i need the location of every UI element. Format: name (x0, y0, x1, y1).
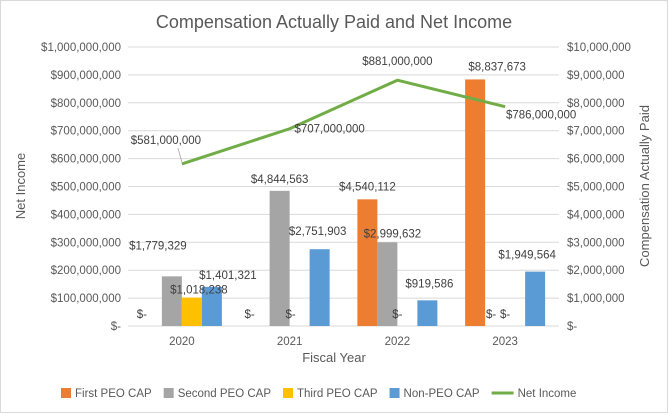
legend-label: Net Income (518, 388, 577, 400)
left-tick-label: $700,000,000 (51, 126, 121, 138)
right-axis-title: Compensation Actually Paid (637, 105, 652, 267)
net-income-label: $581,000,000 (131, 135, 201, 147)
net-income-line-layer (181, 78, 506, 166)
right-tick-label: $1,000,000 (567, 293, 625, 305)
data-labels: $- $- $4,540,112 $8,837,673 $1,779,329 $4,844… (129, 56, 576, 321)
legend-swatch (283, 388, 294, 398)
bar-non-peo-cap-2020 (201, 286, 222, 326)
data-label: $1,949,564 (498, 250, 556, 262)
left-tick-label: $100,000,000 (51, 293, 121, 305)
data-label: $- (245, 309, 255, 321)
legend-label: First PEO CAP (75, 388, 152, 400)
right-tick-label: $2,000,000 (567, 265, 625, 277)
legend-label: Third PEO CAP (297, 388, 378, 400)
right-tick-label: $10,000,000 (567, 42, 631, 54)
bar-non-peo-cap-2021 (309, 249, 330, 326)
left-tick-label: $900,000,000 (51, 70, 121, 82)
right-tick-label: $4,000,000 (567, 209, 625, 221)
x-tick-label: 2023 (492, 336, 518, 348)
left-tick-label: $800,000,000 (51, 98, 121, 110)
right-tick-label: $7,000,000 (567, 126, 625, 138)
bar-first-peo-cap-2022 (357, 199, 378, 326)
data-label: $- (486, 309, 496, 321)
bars (161, 79, 546, 326)
right-tick-label: $3,000,000 (567, 237, 625, 249)
net-income-label: $707,000,000 (294, 124, 364, 136)
right-tick-label: $9,000,000 (567, 70, 625, 82)
x-tick-label: 2020 (169, 336, 195, 348)
data-label: $4,540,112 (339, 181, 396, 193)
net-income-label: $881,000,000 (362, 56, 432, 68)
right-tick-label: $8,000,000 (567, 98, 625, 110)
left-tick-label: $300,000,000 (51, 237, 121, 249)
left-tick-label: $600,000,000 (51, 154, 121, 166)
legend-swatch (61, 388, 71, 398)
leader-line (177, 147, 183, 163)
data-label: $- (286, 309, 296, 321)
data-label: $1,018,238 (170, 285, 228, 297)
data-label: $- (392, 309, 402, 321)
legend: First PEO CAP Second PEO CAP Third PEO CAP… (61, 388, 576, 400)
data-label: $1,401,321 (199, 270, 257, 282)
bar-non-peo-cap-2023 (525, 271, 546, 326)
x-tick-label: 2022 (385, 336, 411, 348)
left-axis-title: Net Income (13, 153, 28, 219)
right-tick-label: $- (567, 321, 577, 333)
data-label: $919,586 (405, 278, 453, 290)
bar-third-peo-cap-2020 (181, 297, 202, 326)
net-income-label: $786,000,000 (506, 110, 576, 122)
data-label: $2,999,632 (364, 228, 422, 240)
data-label: $1,779,329 (129, 240, 187, 252)
data-label: $- (137, 309, 147, 321)
left-tick-label: $500,000,000 (51, 182, 121, 194)
bar-non-peo-cap-2022 (417, 300, 438, 326)
x-tick-label: 2021 (277, 336, 303, 348)
chart-title: Compensation Actually Paid and Net Incom… (156, 12, 512, 32)
axes: $- $- $100,000,000 $1,000,000 $200,000,000 $2… (41, 42, 631, 348)
bar-second-peo-cap-2020 (161, 276, 182, 326)
data-label: $8,837,673 (468, 61, 526, 73)
data-label: $- (500, 309, 510, 321)
legend-swatch (389, 388, 400, 398)
left-tick-label: $200,000,000 (51, 265, 121, 277)
net-income-line (181, 78, 506, 166)
data-label: $4,844,563 (251, 174, 309, 186)
left-tick-label: $1,000,000,000 (41, 42, 121, 54)
x-axis-title: Fiscal Year (302, 350, 366, 365)
data-label: $2,751,903 (289, 226, 347, 238)
legend-swatch (163, 388, 174, 398)
bar-second-peo-cap-2021 (269, 190, 290, 326)
left-tick-label: $400,000,000 (51, 209, 121, 221)
right-tick-label: $6,000,000 (567, 154, 625, 166)
bar-second-peo-cap-2022 (377, 242, 398, 326)
legend-label: Second PEO CAP (178, 388, 272, 400)
right-tick-label: $5,000,000 (567, 182, 625, 194)
bar-first-peo-cap-2023 (465, 79, 486, 326)
left-tick-label: $- (111, 321, 121, 333)
legend-label: Non-PEO CAP (404, 388, 480, 400)
